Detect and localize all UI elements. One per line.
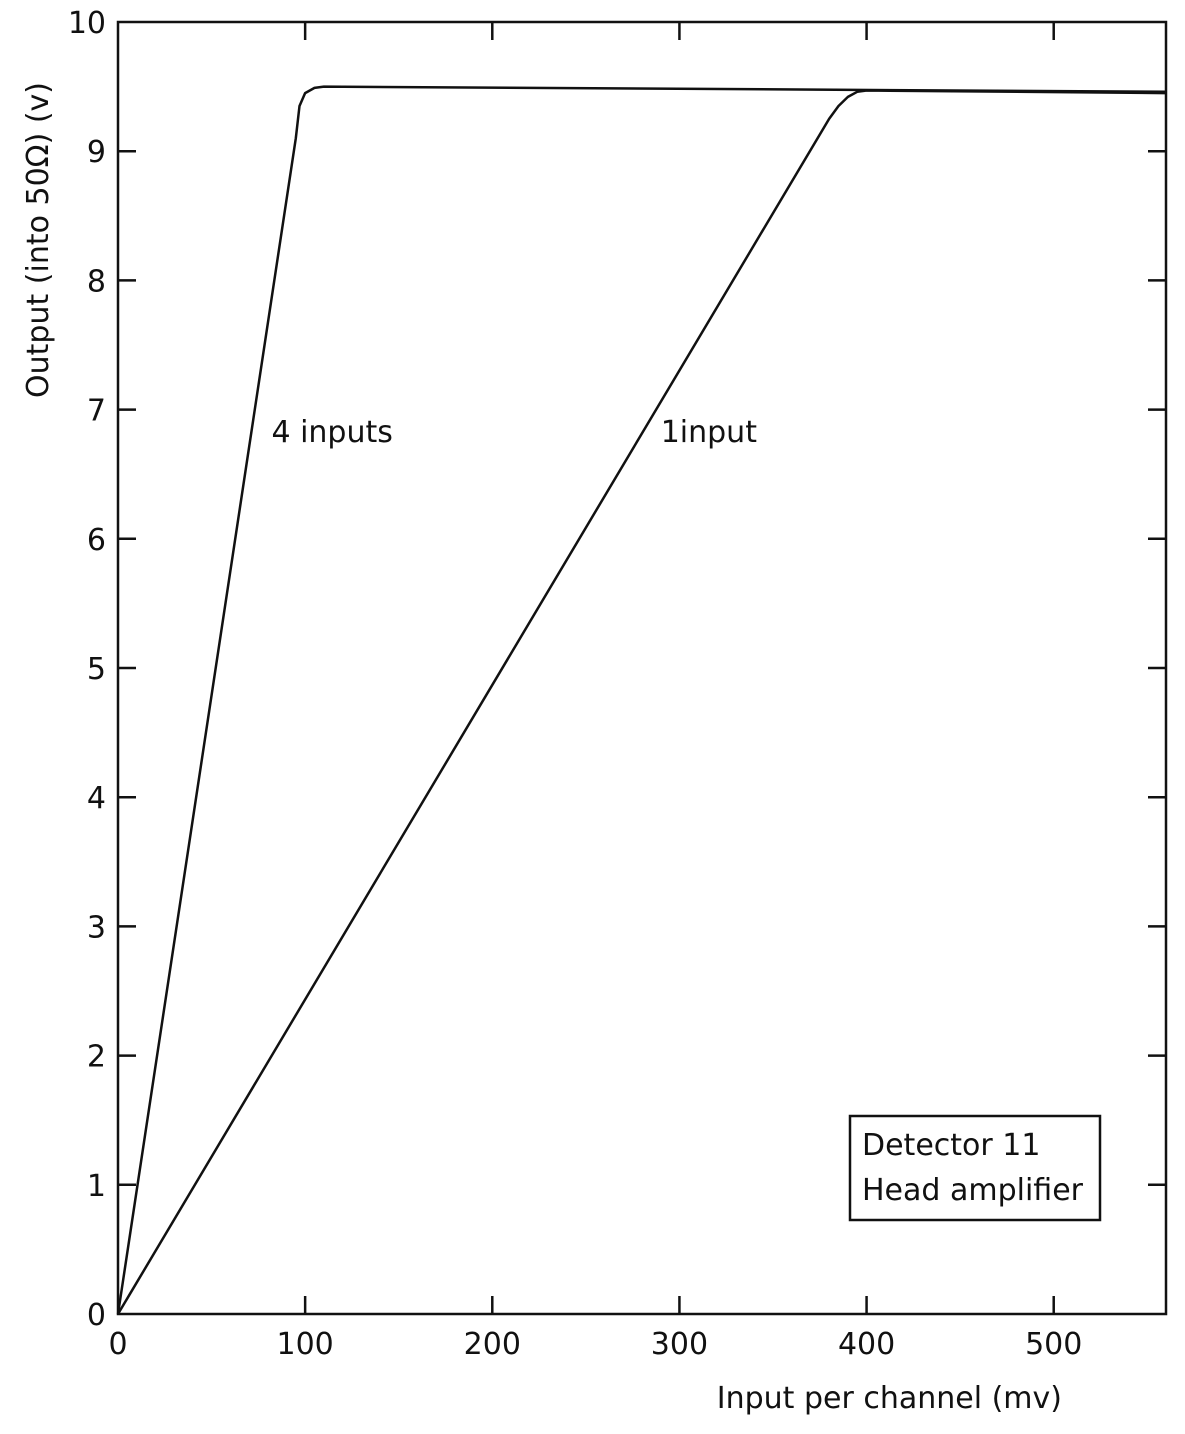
y-tick-label-10: 10 [68, 6, 106, 41]
axis-ticks [118, 22, 1166, 1314]
series-label-1input: 1input [661, 415, 757, 450]
x-tick-label-200: 200 [464, 1327, 521, 1362]
axis-tick-labels: 0 100 200 300 400 500 0 1 2 3 4 5 6 7 8 9 10 [68, 6, 1083, 1362]
y-tick-label-5: 5 [87, 652, 106, 687]
y-tick-label-4: 4 [87, 781, 106, 816]
annotation-line-2: Head amplifier [862, 1173, 1084, 1208]
y-tick-label-1: 1 [87, 1169, 106, 1204]
y-axis-label: Output (into 50Ω) (v) [21, 82, 56, 398]
annotation-box: Detector 11 Head amplifier [848, 1114, 1102, 1222]
series-label-4-inputs: 4 inputs [271, 415, 392, 450]
y-tick-label-2: 2 [87, 1040, 106, 1075]
annotation-box-frame [848, 1114, 1102, 1222]
annotation-line-1: Detector 11 [862, 1128, 1040, 1163]
y-tick-label-7: 7 [87, 394, 106, 429]
y-tick-label-8: 8 [87, 264, 106, 299]
x-tick-label-300: 300 [651, 1327, 708, 1362]
y-tick-label-3: 3 [87, 910, 106, 945]
y-tick-label-9: 9 [87, 135, 106, 170]
series-labels: 4 inputs 1input [271, 415, 757, 450]
x-tick-label-0: 0 [108, 1327, 127, 1362]
x-axis-label: Input per channel (mv) [717, 1381, 1062, 1416]
plot-frame [116, 20, 1168, 1316]
series-line-4-inputs [116, 85, 1167, 1315]
series-line-1input [116, 89, 1167, 1315]
series-curves [116, 85, 1167, 1315]
x-tick-label-100: 100 [277, 1327, 334, 1362]
y-tick-label-0: 0 [87, 1298, 106, 1333]
x-tick-label-500: 500 [1025, 1327, 1082, 1362]
y-tick-label-6: 6 [87, 523, 106, 558]
x-tick-label-400: 400 [838, 1327, 895, 1362]
